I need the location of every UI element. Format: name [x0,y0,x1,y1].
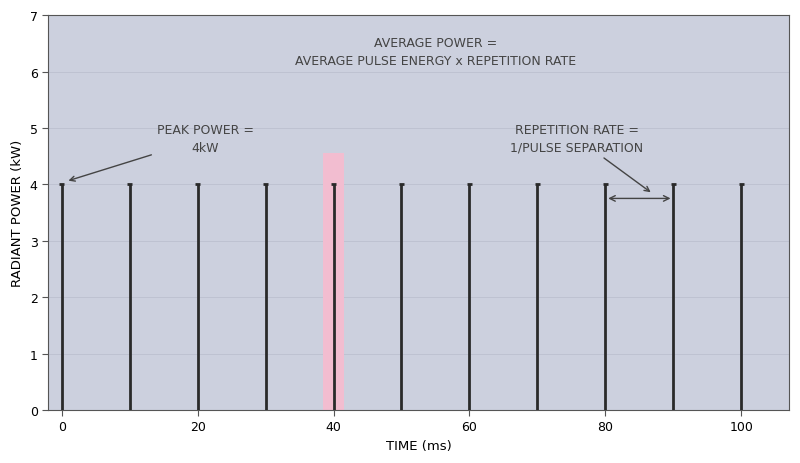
Y-axis label: RADIANT POWER (kW): RADIANT POWER (kW) [11,139,24,287]
Text: REPETITION RATE =
1/PULSE SEPARATION: REPETITION RATE = 1/PULSE SEPARATION [510,123,650,192]
X-axis label: TIME (ms): TIME (ms) [386,439,451,452]
Text: AVERAGE POWER =
AVERAGE PULSE ENERGY x REPETITION RATE: AVERAGE POWER = AVERAGE PULSE ENERGY x R… [295,37,576,68]
Bar [323,154,344,410]
Text: PEAK POWER =
4kW: PEAK POWER = 4kW [70,123,254,181]
